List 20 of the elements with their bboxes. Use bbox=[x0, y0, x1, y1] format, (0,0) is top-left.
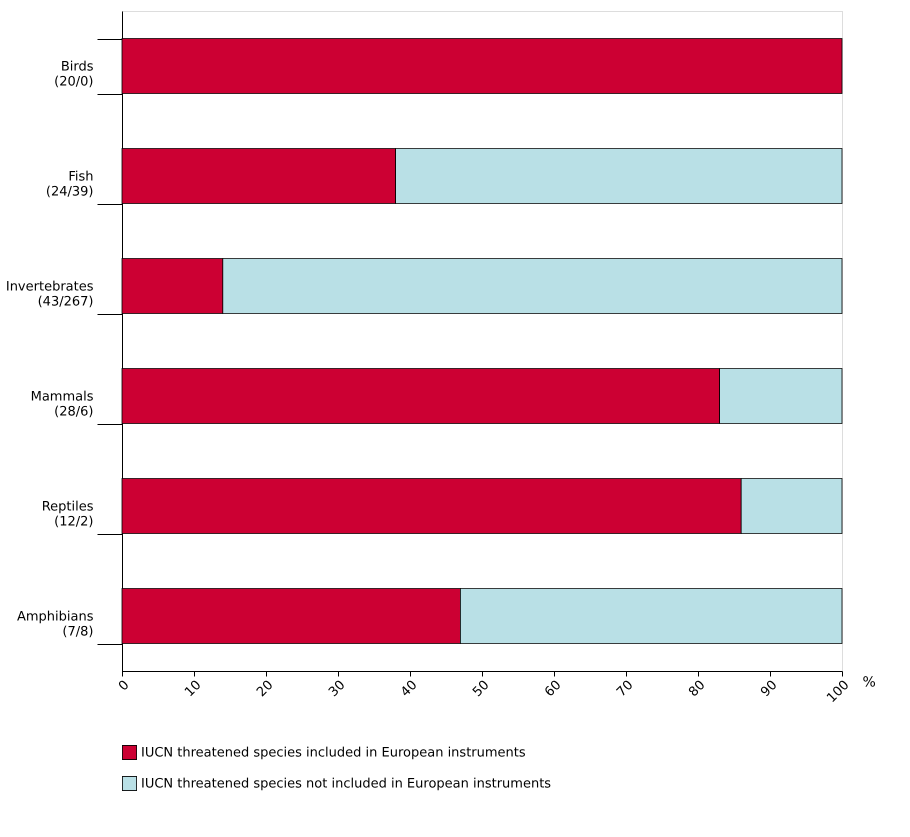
y-tick-label: Mammals (28/6) bbox=[30, 390, 94, 420]
x-tick-label: 80 bbox=[686, 678, 708, 700]
y-tick-label: Fish (24/39) bbox=[46, 170, 94, 200]
x-tick-label: 40 bbox=[398, 678, 420, 700]
x-axis-title: % bbox=[862, 674, 876, 690]
x-tick-label: 90 bbox=[758, 678, 780, 700]
x-tick-label: 0 bbox=[116, 678, 132, 694]
x-tick-label: 30 bbox=[326, 678, 348, 700]
y-tick-label: Reptiles (12/2) bbox=[42, 500, 94, 530]
legend-label: IUCN threatened species included in European instruments bbox=[141, 746, 526, 760]
x-tick-label: 60 bbox=[542, 678, 564, 700]
x-tick-label: 20 bbox=[254, 678, 276, 700]
y-tick-label: Invertebrates (43/267) bbox=[6, 280, 94, 310]
x-tick-label: 50 bbox=[470, 678, 492, 700]
y-tick-label: Amphibians (7/8) bbox=[16, 610, 94, 640]
legend-label: IUCN threatened species not included in European instruments bbox=[141, 776, 552, 792]
x-tick-label: 10 bbox=[182, 678, 204, 700]
y-tick-label: Birds (20/0) bbox=[54, 60, 94, 90]
x-tick-label: 100 bbox=[824, 678, 852, 706]
x-tick-label: 70 bbox=[614, 678, 636, 700]
